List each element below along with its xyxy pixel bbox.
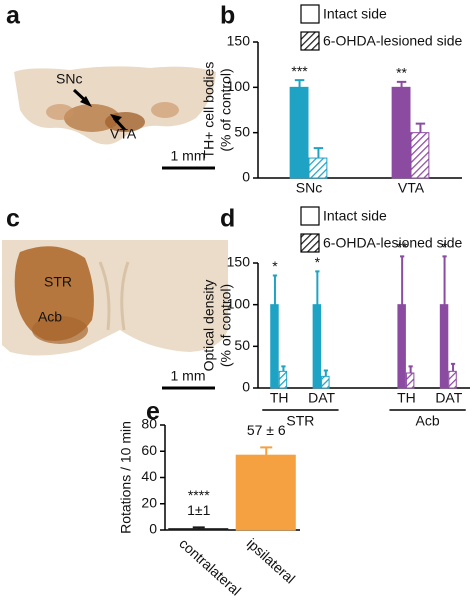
significance-label: * <box>315 254 321 270</box>
bar <box>270 304 279 389</box>
y-tick-label: 150 <box>227 254 251 270</box>
micrograph-c <box>2 240 228 390</box>
legend-swatch <box>300 233 320 253</box>
legend-swatch <box>300 206 320 226</box>
bar <box>321 375 330 389</box>
bar <box>312 304 322 389</box>
error-bar <box>192 526 205 529</box>
error-bar <box>396 80 407 88</box>
y-tick-label: 0 <box>242 379 250 395</box>
bar <box>168 528 229 531</box>
error-bar <box>313 147 324 159</box>
image-label: STR <box>44 274 72 290</box>
error-bar <box>260 446 273 456</box>
significance-label: **** <box>188 487 210 503</box>
y-axis-label: (% of control) <box>218 68 234 151</box>
y-axis-label: TH+ cell bodies <box>201 62 217 159</box>
error-bar <box>442 255 447 305</box>
y-axis-label: Optical density <box>201 280 217 372</box>
y-tick-label: 60 <box>141 442 157 458</box>
legend-swatch <box>300 31 320 51</box>
error-bar <box>281 365 286 372</box>
group-label: STR <box>286 413 314 429</box>
micrograph-a <box>14 66 216 170</box>
error-bar <box>400 255 405 305</box>
bar <box>235 454 296 531</box>
bar <box>308 157 328 179</box>
y-tick-label: 50 <box>234 123 250 139</box>
panel-label: a <box>6 2 21 30</box>
error-bar <box>323 369 328 377</box>
bar <box>410 132 430 179</box>
x-tick-label: DAT <box>435 390 462 406</box>
y-tick-label: 100 <box>227 295 251 311</box>
panel-label: b <box>220 2 235 30</box>
x-tick-label: TH <box>397 390 416 406</box>
y-tick-label: 100 <box>227 78 251 94</box>
legend-label: 6-OHDA-lesioned side <box>323 235 462 251</box>
significance-label: ** <box>396 65 407 81</box>
image-label: VTA <box>110 126 137 142</box>
legend-label: Intact side <box>323 208 387 224</box>
y-tick-label: 150 <box>227 33 251 49</box>
significance-label: ** <box>397 239 408 255</box>
y-axis-label: (% of control) <box>218 284 234 367</box>
significance-label: * <box>272 258 278 274</box>
bar <box>405 372 415 389</box>
y-tick-label: 0 <box>242 169 250 185</box>
bar <box>289 86 309 179</box>
y-axis-label: Rotations / 10 min <box>118 421 134 534</box>
y-tick-label: 50 <box>234 337 250 353</box>
bar <box>448 370 457 389</box>
x-tick-label: ipsilateral <box>244 535 299 586</box>
error-bar <box>450 362 456 372</box>
legend-label: Intact side <box>323 6 387 22</box>
legend-swatch <box>300 4 320 24</box>
x-tick-label: TH <box>270 390 289 406</box>
legend-label: 6-OHDA-lesioned side <box>323 33 462 49</box>
y-tick-label: 20 <box>141 494 157 510</box>
error-bar <box>315 270 320 305</box>
scale-bar-label: 1 mm <box>171 148 206 164</box>
error-bar <box>272 274 278 305</box>
x-tick-label: contralateral <box>176 535 244 598</box>
x-tick-label: SNc <box>296 180 322 196</box>
error-bar <box>408 365 413 373</box>
x-tick-label: DAT <box>308 390 335 406</box>
value-label: 1±1 <box>187 502 210 518</box>
panel-label: d <box>220 205 235 233</box>
y-tick-label: 40 <box>141 468 157 484</box>
error-bar <box>294 79 305 88</box>
scale-bar-label: 1 mm <box>171 368 206 384</box>
significance-label: * <box>442 239 448 255</box>
y-tick-label: 80 <box>141 416 157 432</box>
y-tick-label: 0 <box>149 521 157 537</box>
bar <box>391 86 411 179</box>
bar <box>439 304 449 389</box>
error-bar <box>415 122 426 133</box>
panel-label: e <box>146 398 160 426</box>
bar <box>278 370 288 389</box>
value-label: 57 ± 6 <box>247 422 286 438</box>
significance-label: *** <box>291 63 308 79</box>
panel-label: c <box>6 205 20 233</box>
x-tick-label: VTA <box>398 180 425 196</box>
image-label: SNc <box>56 71 82 87</box>
image-label: Acb <box>38 309 62 325</box>
group-label: Acb <box>416 413 440 429</box>
bar <box>397 304 406 389</box>
